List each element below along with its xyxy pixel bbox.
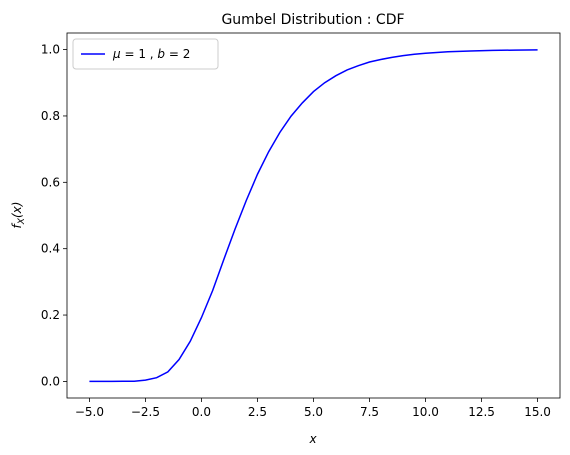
x-tick-label: 10.0: [412, 405, 439, 419]
x-axis: −5.0 −2.5 0.0 2.5 5.0 7.5 10.0 12.5 15.0: [75, 398, 551, 419]
y-tick-label: 0.6: [41, 175, 60, 189]
legend-entry: μ = 1 , b = 2: [112, 47, 190, 61]
x-tick-label: 2.5: [248, 405, 267, 419]
x-axis-label: x: [308, 432, 317, 446]
legend-part-mu: μ: [112, 47, 121, 61]
x-tick-label: 12.5: [468, 405, 495, 419]
y-tick-label: 1.0: [41, 43, 60, 57]
x-tick-label: −2.5: [131, 405, 160, 419]
legend-part-eq2: = 2: [165, 47, 190, 61]
y-axis: 0.0 0.2 0.4 0.6 0.8 1.0: [41, 43, 67, 388]
y-tick-label: 0.4: [41, 242, 60, 256]
y-tick-label: 0.2: [41, 308, 60, 322]
x-tick-label: 5.0: [304, 405, 323, 419]
y-tick-label: 0.8: [41, 109, 60, 123]
legend-part-eq1: = 1 ,: [121, 47, 158, 61]
y-axis-label: fX(x): [10, 202, 27, 229]
x-tick-label: 7.5: [360, 405, 379, 419]
y-axis-label-rest: (x): [10, 202, 24, 218]
plot-area: [66, 32, 561, 399]
legend-part-b: b: [157, 47, 165, 61]
y-axis-label-sub: X: [17, 217, 27, 225]
chart-title: Gumbel Distribution : CDF: [221, 12, 404, 28]
legend-box: [72, 38, 219, 70]
y-axis-label-main: f: [10, 222, 24, 228]
x-tick-label: 0.0: [192, 405, 211, 419]
series-line-gumbel-cdf: [89, 49, 538, 383]
x-tick-label: −5.0: [75, 405, 104, 419]
legend: μ = 1 , b = 2: [72, 38, 219, 70]
x-tick-label: 15.0: [524, 405, 551, 419]
y-tick-label: 0.0: [41, 374, 60, 388]
